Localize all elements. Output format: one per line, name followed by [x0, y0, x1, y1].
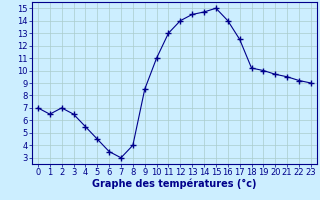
X-axis label: Graphe des températures (°c): Graphe des températures (°c)	[92, 179, 257, 189]
